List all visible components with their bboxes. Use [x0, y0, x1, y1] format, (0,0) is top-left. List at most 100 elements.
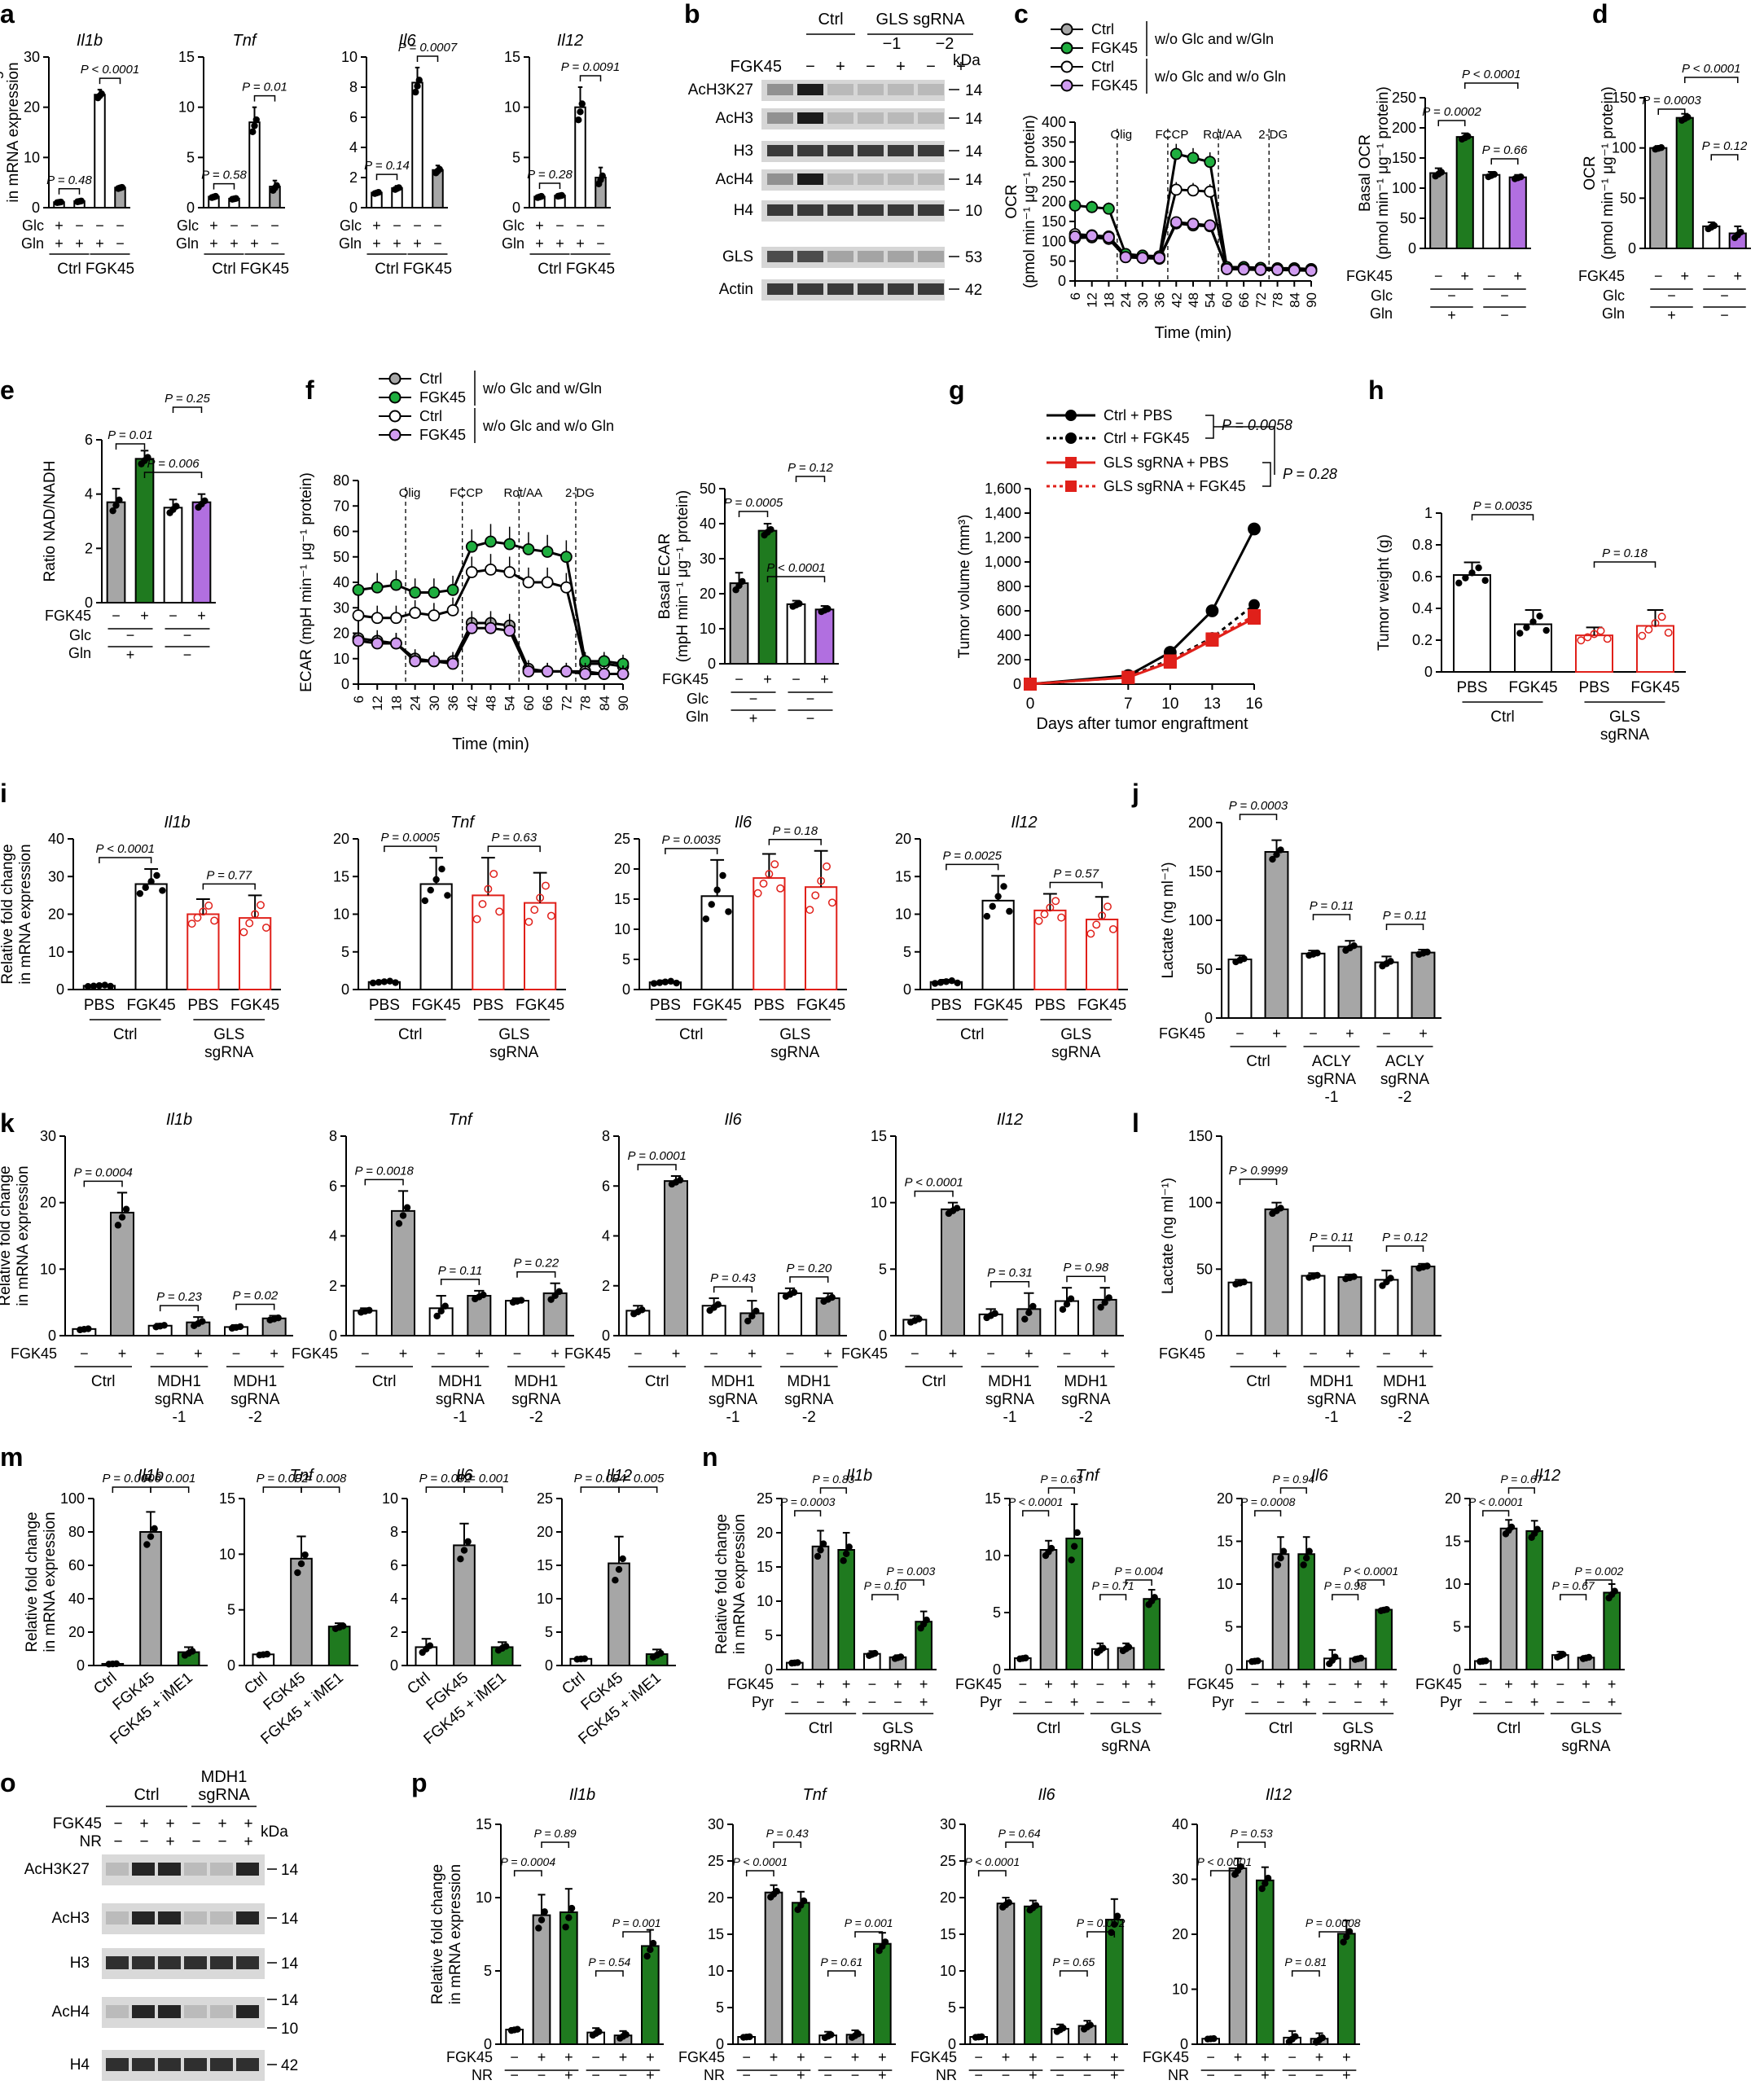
group-label: sgRNA — [1380, 1391, 1430, 1408]
condition-value: − — [791, 1676, 800, 1692]
injection-label: 2-DG — [1258, 128, 1288, 142]
injection-label: FCCP — [1156, 128, 1189, 142]
significance-bracket — [235, 1303, 275, 1310]
condition-value: − — [1556, 1694, 1565, 1710]
data-point — [465, 540, 478, 553]
category-label: PBS — [369, 997, 400, 1014]
data-point — [915, 1315, 923, 1323]
blot-band — [888, 204, 914, 216]
blot-band — [797, 251, 823, 262]
y-axis-label: Relative fold change — [429, 1864, 446, 2004]
p-value: P = 0.48 — [46, 173, 92, 187]
condition-label: Glc — [1371, 287, 1393, 304]
blot-sign: + — [244, 1815, 252, 1832]
group-label: sgRNA — [784, 1391, 834, 1408]
bar — [814, 608, 835, 665]
condition-value: − — [1206, 2067, 1215, 2083]
data-point — [274, 1314, 282, 1322]
y-tick-label: 0 — [1424, 664, 1433, 680]
panel-letter: f — [305, 375, 314, 405]
data-point — [136, 889, 144, 897]
blot-band — [858, 145, 884, 156]
condition-value: + — [949, 1345, 958, 1362]
condition-value: − — [1055, 2049, 1064, 2065]
data-point — [598, 668, 611, 680]
y-tick-label: 5 — [716, 1999, 724, 2016]
data-point — [619, 1555, 626, 1563]
blot-band — [918, 204, 944, 216]
data-point — [1024, 678, 1037, 691]
bar — [1337, 946, 1362, 1020]
condition-value: − — [413, 217, 422, 234]
stat-bracket — [1262, 462, 1271, 487]
y-tick-label: 4 — [390, 1591, 398, 1607]
chart-title: Il1b — [138, 1467, 164, 1485]
bar — [792, 1902, 810, 2046]
chart-h: 0 0.2 0.4 0.6 0.8 1 Tumor weight (g) P = 0.0035… — [1376, 499, 1686, 680]
condition-value: − — [1556, 1676, 1565, 1692]
data-point — [109, 507, 116, 515]
series-line — [1029, 614, 1255, 686]
condition-value: + — [1380, 1694, 1389, 1710]
group-label: -2 — [802, 1409, 816, 1426]
y-tick-label: 30 — [333, 599, 349, 616]
p-value: P = 0.11 — [1383, 909, 1428, 923]
bar — [786, 603, 806, 665]
y-tick-label: 30 — [1172, 1872, 1188, 1888]
data-point — [112, 502, 120, 509]
condition-label: NR — [472, 2067, 493, 2083]
p-value: P = 0.54 — [588, 1955, 630, 1968]
data-point — [1169, 216, 1183, 229]
p-value: P = 0.43 — [766, 1827, 809, 1840]
blot-row-label: FGK45 — [731, 58, 782, 76]
p-value: P = 0.20 — [786, 1262, 832, 1275]
kda-marker: 14 — [965, 172, 983, 189]
condition-value: + — [1513, 268, 1522, 284]
condition-value: − — [1667, 287, 1676, 304]
y-tick-label: 0 — [349, 200, 358, 216]
condition-value: − — [538, 2067, 546, 2083]
group-label: MDH1 — [438, 1373, 482, 1390]
legend-label: Ctrl + FGK45 — [1104, 430, 1190, 446]
condition-value: − — [270, 235, 279, 252]
group-label: Ctrl — [679, 1026, 704, 1043]
y-tick-label: 20 — [537, 1524, 553, 1540]
p-value: P = 0.0003 — [1642, 94, 1701, 108]
data-point — [1462, 574, 1469, 581]
data-point — [1542, 626, 1550, 634]
condition-value: + — [842, 1676, 851, 1692]
group-label: sgRNA — [1101, 1738, 1151, 1755]
y-axis-label: in mRNA expression — [731, 1514, 748, 1654]
condition-value: − — [591, 2067, 600, 2083]
condition-value: + — [1608, 1694, 1617, 1710]
p-value: P = 0.001 — [457, 1472, 509, 1486]
y-tick-label: 50 — [1620, 190, 1636, 206]
condition-value: − — [792, 671, 801, 687]
kda-marker: 14 — [965, 82, 983, 99]
blot-band — [184, 2058, 207, 2071]
data-point — [421, 897, 429, 905]
p-value: P = 0.14 — [364, 159, 410, 173]
y-tick-label: 8 — [390, 1524, 398, 1540]
y-axis-label: ECAR (mpH min⁻¹ μg⁻¹ protein) — [298, 472, 315, 692]
bar — [94, 94, 106, 208]
data-point — [542, 881, 550, 890]
y-tick-label: 50 — [333, 549, 349, 565]
data-point — [817, 876, 826, 885]
data-point — [236, 1323, 244, 1331]
p-value: P = 0.77 — [206, 868, 252, 882]
bar — [542, 1292, 568, 1336]
y-tick-label: 40 — [68, 1591, 85, 1607]
blot-band — [827, 173, 853, 185]
p-value: P = 0.98 — [1324, 1579, 1367, 1592]
y-tick-label: 10 — [219, 1546, 235, 1562]
condition-value: − — [1707, 268, 1716, 284]
data-point — [441, 1302, 449, 1310]
stat-bracket — [1205, 415, 1214, 439]
condition-value: + — [1261, 2049, 1270, 2065]
chart-title: Tnf — [803, 1786, 828, 1804]
condition-value: − — [634, 1345, 643, 1362]
data-point — [1437, 169, 1446, 176]
data-point — [1108, 1929, 1115, 1937]
